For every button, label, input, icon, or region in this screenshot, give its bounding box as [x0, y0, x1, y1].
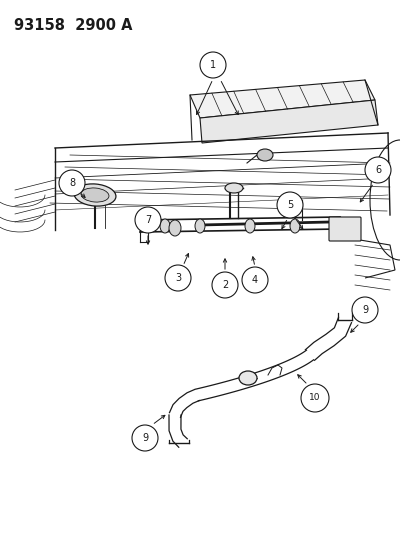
Circle shape [300, 384, 328, 412]
Text: 5: 5 [286, 200, 292, 210]
Polygon shape [190, 80, 374, 118]
Ellipse shape [74, 184, 116, 206]
Ellipse shape [159, 219, 170, 233]
Circle shape [211, 272, 237, 298]
Text: 6: 6 [374, 165, 380, 175]
Text: 10: 10 [309, 393, 320, 402]
Ellipse shape [244, 219, 254, 233]
Text: 9: 9 [142, 433, 148, 443]
Circle shape [199, 52, 225, 78]
Text: 3: 3 [175, 273, 180, 283]
Ellipse shape [256, 149, 272, 161]
Ellipse shape [224, 183, 242, 193]
Circle shape [59, 170, 85, 196]
Circle shape [351, 297, 377, 323]
Circle shape [165, 265, 190, 291]
Text: 93158  2900 A: 93158 2900 A [14, 18, 132, 33]
Ellipse shape [169, 220, 180, 236]
Text: 8: 8 [69, 178, 75, 188]
Text: 2: 2 [221, 280, 228, 290]
Circle shape [364, 157, 390, 183]
Circle shape [242, 267, 267, 293]
FancyBboxPatch shape [328, 217, 360, 241]
Polygon shape [199, 100, 377, 143]
Text: 4: 4 [252, 275, 257, 285]
Ellipse shape [81, 188, 109, 202]
Text: 1: 1 [209, 60, 216, 70]
Ellipse shape [195, 219, 204, 233]
Circle shape [135, 207, 161, 233]
Circle shape [276, 192, 302, 218]
Text: 7: 7 [145, 215, 151, 225]
Circle shape [132, 425, 158, 451]
Text: 9: 9 [361, 305, 367, 315]
Ellipse shape [289, 219, 299, 233]
Ellipse shape [238, 371, 256, 385]
